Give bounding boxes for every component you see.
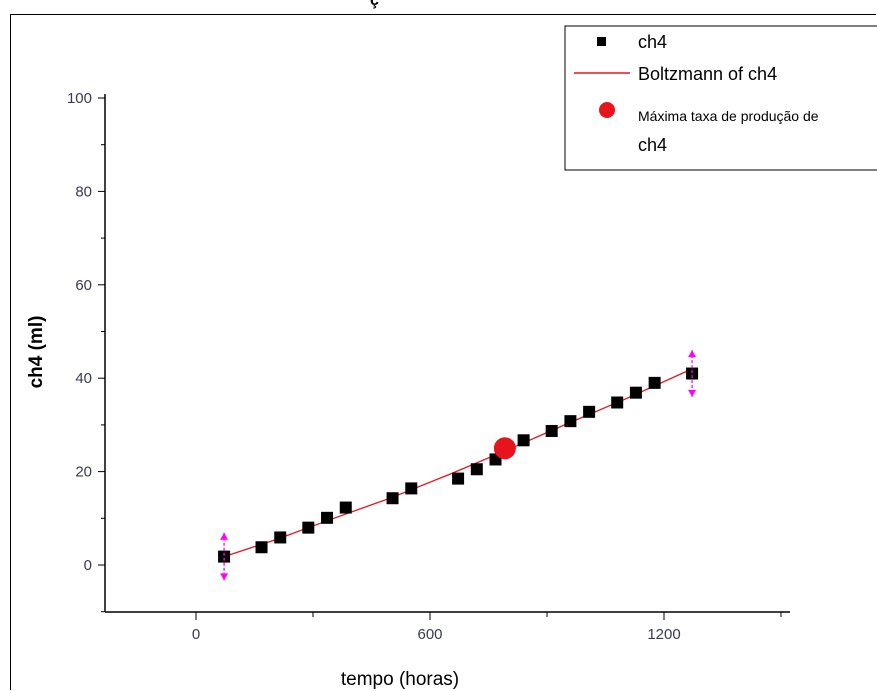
legend-square-marker (597, 37, 606, 46)
y-tick-label: 20 (75, 464, 92, 481)
data-point (686, 367, 699, 380)
y-tick-label: 100 (67, 90, 92, 107)
legend-label-ch4: ch4 (638, 32, 667, 52)
x-tick-label: 600 (417, 626, 442, 643)
figure-frame (10, 14, 876, 690)
x-axis-label: tempo (horas) (341, 669, 459, 690)
data-point (611, 396, 624, 409)
legend-label-boltzmann: Boltzmann of ch4 (638, 64, 777, 84)
y-axis-label: ch4 (ml) (26, 316, 47, 389)
clipped-title-fragment: ç (370, 0, 379, 9)
data-point (386, 492, 399, 505)
error-bar-cap-bottom (220, 573, 229, 581)
data-point (218, 550, 231, 563)
error-bar-cap-top (688, 350, 697, 358)
data-point (648, 376, 661, 389)
axes: 0 20 40 60 80 100 0 600 1200 (67, 90, 790, 643)
data-point (470, 463, 483, 476)
y-tick-label: 0 (84, 557, 92, 574)
data-point (339, 501, 352, 514)
data-point (452, 472, 465, 485)
data-marks (218, 350, 699, 581)
legend: ch4 Boltzmann of ch4 Máxima taxa de prod… (564, 25, 877, 171)
y-tick-label: 40 (75, 370, 92, 387)
error-bar-cap-top (220, 532, 229, 540)
data-point (564, 415, 577, 428)
data-point (302, 521, 315, 534)
data-point (517, 434, 530, 447)
data-point (583, 405, 596, 418)
x-tick-label: 0 (192, 626, 200, 643)
legend-label-maxima-line2: ch4 (638, 135, 667, 155)
error-bar-cap-bottom (688, 389, 697, 397)
legend-label-maxima-line1: Máxima taxa de produção de (638, 108, 819, 124)
data-point (545, 424, 558, 437)
max-rate-point (493, 437, 516, 460)
y-tick-label: 60 (75, 277, 92, 294)
data-point (405, 482, 418, 495)
y-tick-label: 80 (75, 183, 92, 200)
fit-line (223, 368, 693, 558)
x-tick-label: 1200 (647, 626, 680, 643)
data-point (255, 541, 268, 554)
data-point (629, 386, 642, 399)
data-point (274, 531, 287, 544)
legend-box (564, 25, 877, 171)
legend-circle-marker (599, 102, 615, 118)
data-point (321, 511, 334, 524)
